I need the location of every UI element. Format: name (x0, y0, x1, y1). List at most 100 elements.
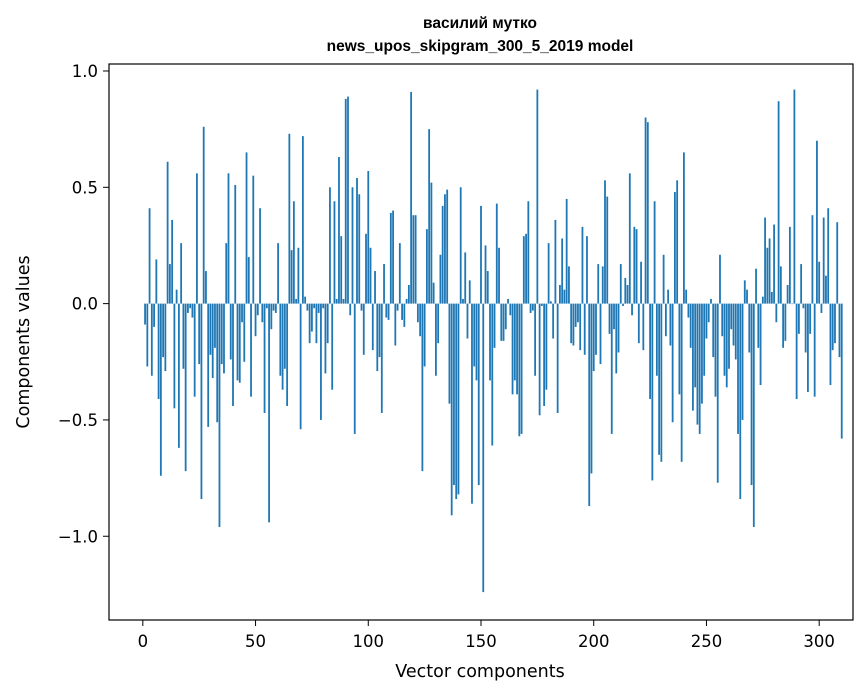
bar (586, 236, 588, 304)
bar (538, 303, 541, 416)
bar (475, 303, 478, 381)
bar (813, 303, 816, 397)
y-tick-label: 0.0 (72, 295, 98, 314)
bar (676, 180, 679, 304)
y-axis-label: Components values (14, 255, 34, 428)
bar (175, 289, 178, 304)
bar (205, 271, 207, 304)
bar (412, 215, 415, 304)
bar (597, 264, 600, 304)
bar (150, 303, 153, 376)
bar (687, 303, 690, 318)
bar (236, 303, 239, 381)
bar (563, 289, 566, 304)
bar (342, 298, 345, 304)
bar (818, 261, 821, 304)
bar (698, 303, 701, 434)
bar (547, 243, 550, 304)
bar (148, 208, 151, 304)
bar (394, 303, 397, 346)
bar (308, 303, 311, 344)
bar (502, 303, 505, 341)
bar (227, 173, 230, 304)
bar (714, 303, 717, 397)
bar (728, 303, 730, 369)
bar (162, 303, 165, 358)
bar (549, 301, 552, 304)
bar (545, 303, 548, 390)
bar (495, 203, 498, 304)
bar (831, 303, 834, 351)
bar (340, 236, 343, 304)
bar (387, 303, 390, 320)
bar (263, 303, 266, 413)
bar (349, 303, 352, 316)
bar (615, 303, 618, 374)
bar (716, 303, 719, 483)
chart-title-line2: news_upos_skipgram_300_5_2019 model (327, 38, 634, 55)
bar (473, 303, 476, 367)
bar (421, 303, 424, 472)
bar (180, 243, 183, 304)
bar (574, 303, 577, 327)
bar (592, 303, 595, 372)
bar (297, 247, 300, 304)
bar (617, 303, 620, 353)
bar (802, 303, 805, 309)
bar (748, 303, 751, 353)
bar (838, 303, 841, 358)
bar (834, 303, 836, 344)
y-tick-label: 0.5 (72, 178, 98, 197)
bar (256, 303, 259, 316)
bar (374, 271, 376, 304)
bar (274, 303, 277, 313)
bar (782, 303, 785, 348)
x-axis-label: Vector components (395, 662, 564, 682)
bar (159, 303, 162, 476)
bar (777, 101, 780, 304)
bar (822, 217, 825, 304)
bar (619, 264, 622, 304)
bar (209, 303, 212, 355)
bar (804, 303, 807, 353)
bar (518, 303, 521, 437)
bar (214, 303, 216, 348)
bar (680, 303, 683, 462)
bar (622, 303, 624, 306)
bar (540, 303, 543, 306)
bar (820, 303, 823, 313)
bar (635, 229, 638, 304)
bar (752, 303, 755, 527)
bar (468, 280, 471, 304)
bar (624, 278, 627, 304)
bar (439, 254, 442, 304)
bar (633, 226, 636, 304)
bar (599, 303, 602, 365)
bar (825, 275, 827, 304)
chart-title-line1: василий мутко (423, 15, 537, 32)
bar (301, 136, 304, 304)
bar (392, 210, 394, 304)
bar (189, 303, 192, 309)
bar (277, 243, 279, 304)
bar (299, 303, 302, 430)
bar (360, 303, 363, 311)
bar (254, 303, 257, 337)
bar (457, 303, 460, 495)
bar (795, 303, 798, 399)
bar (608, 303, 611, 334)
bar (484, 245, 487, 304)
bar (556, 303, 559, 413)
bar (353, 303, 356, 434)
bar (464, 252, 467, 304)
bar (673, 191, 676, 304)
bar (428, 129, 431, 304)
bar (317, 303, 320, 313)
bar (268, 303, 270, 523)
bar (734, 303, 737, 360)
bar (840, 303, 843, 439)
bar (471, 303, 473, 504)
bar (800, 264, 803, 304)
bar (313, 303, 316, 309)
